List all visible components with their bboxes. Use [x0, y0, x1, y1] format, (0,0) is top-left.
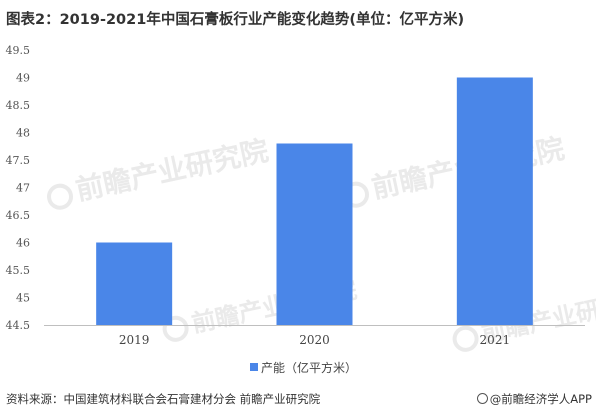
y-tick-label: 49.5: [6, 44, 31, 57]
legend: 产能（亿平方米）: [250, 360, 357, 375]
x-tick-label: 2020: [299, 333, 330, 347]
y-tick-label: 45: [16, 292, 30, 305]
chart-title: 图表2：2019-2021年中国石膏板行业产能变化趋势(单位：亿平方米): [6, 12, 465, 28]
y-tick-label: 47: [16, 182, 30, 195]
y-tick-label: 46.5: [6, 209, 31, 222]
y-tick-label: 46: [16, 237, 30, 250]
legend-swatch: [250, 363, 258, 371]
y-tick-label: 49: [16, 72, 30, 85]
bar: [456, 77, 533, 325]
y-tick-label: 48: [16, 127, 30, 140]
y-axis: 44.5 45 45.5 46 46.5 47 47.5 48 48.5 49 49.5: [6, 44, 31, 332]
bars: [96, 77, 533, 325]
source-note: 资料来源：中国建筑材料联合会石膏建材分会 前瞻产业研究院: [6, 392, 321, 406]
brand-credit: @前瞻经济学人APP: [476, 391, 592, 407]
bar: [96, 242, 173, 325]
x-tick-label: 2019: [119, 333, 150, 347]
legend-label: 产能（亿平方米）: [261, 360, 357, 375]
x-axis: 2019 2020 2021: [44, 325, 585, 347]
brand-logo-icon: [476, 393, 488, 404]
y-tick-label: 47.5: [6, 154, 31, 167]
y-tick-label: 45.5: [6, 264, 31, 277]
y-tick-label: 44.5: [6, 319, 31, 332]
brand-text: @前瞻经济学人APP: [489, 392, 592, 406]
bar: [276, 143, 353, 325]
x-tick-label: 2021: [480, 333, 511, 347]
y-tick-label: 48.5: [6, 99, 31, 112]
